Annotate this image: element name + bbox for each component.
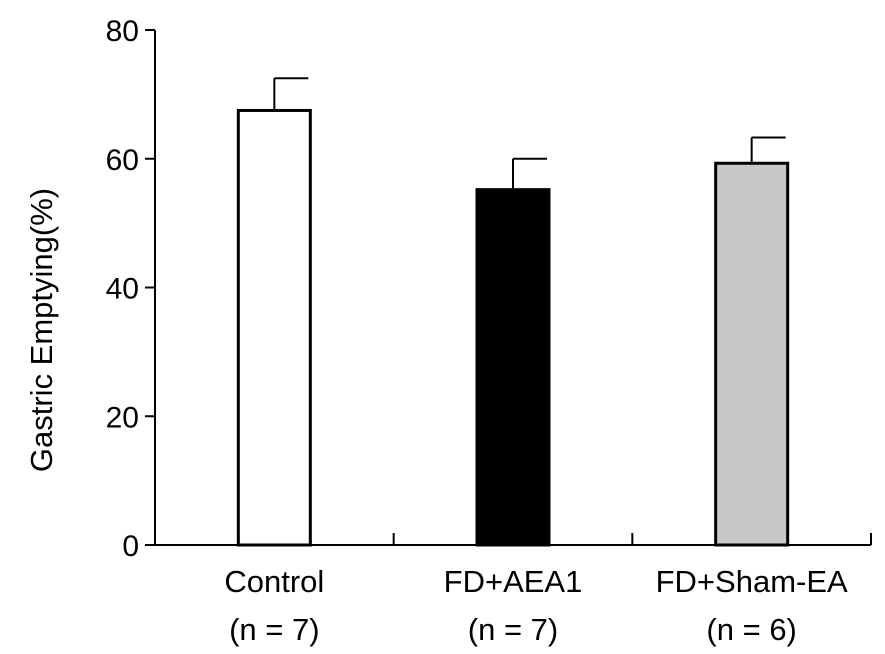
category-n-label: (n = 6) — [706, 612, 796, 647]
category-label: Control — [224, 564, 324, 599]
category-label: FD+Sham-EA — [656, 564, 848, 599]
category-label: FD+AEA1 — [444, 564, 583, 599]
category-n-label: (n = 7) — [229, 612, 319, 647]
y-tick-label: 20 — [106, 401, 139, 434]
y-tick-label: 80 — [106, 15, 139, 48]
bar — [714, 161, 790, 547]
y-tick-label: 0 — [122, 530, 139, 563]
bar — [236, 108, 312, 547]
y-tick-label: 40 — [106, 273, 139, 306]
y-tick-label: 60 — [106, 144, 139, 177]
bar — [475, 188, 551, 547]
category-n-label: (n = 7) — [468, 612, 558, 647]
y-axis: 0 20 40 60 80 — [106, 15, 156, 563]
bars — [236, 77, 790, 547]
category-labels: Control (n = 7) FD+AEA1 (n = 7) FD+Sham-EA (n… — [224, 564, 848, 647]
y-axis-title: Gastric Emptying(%) — [24, 188, 59, 472]
